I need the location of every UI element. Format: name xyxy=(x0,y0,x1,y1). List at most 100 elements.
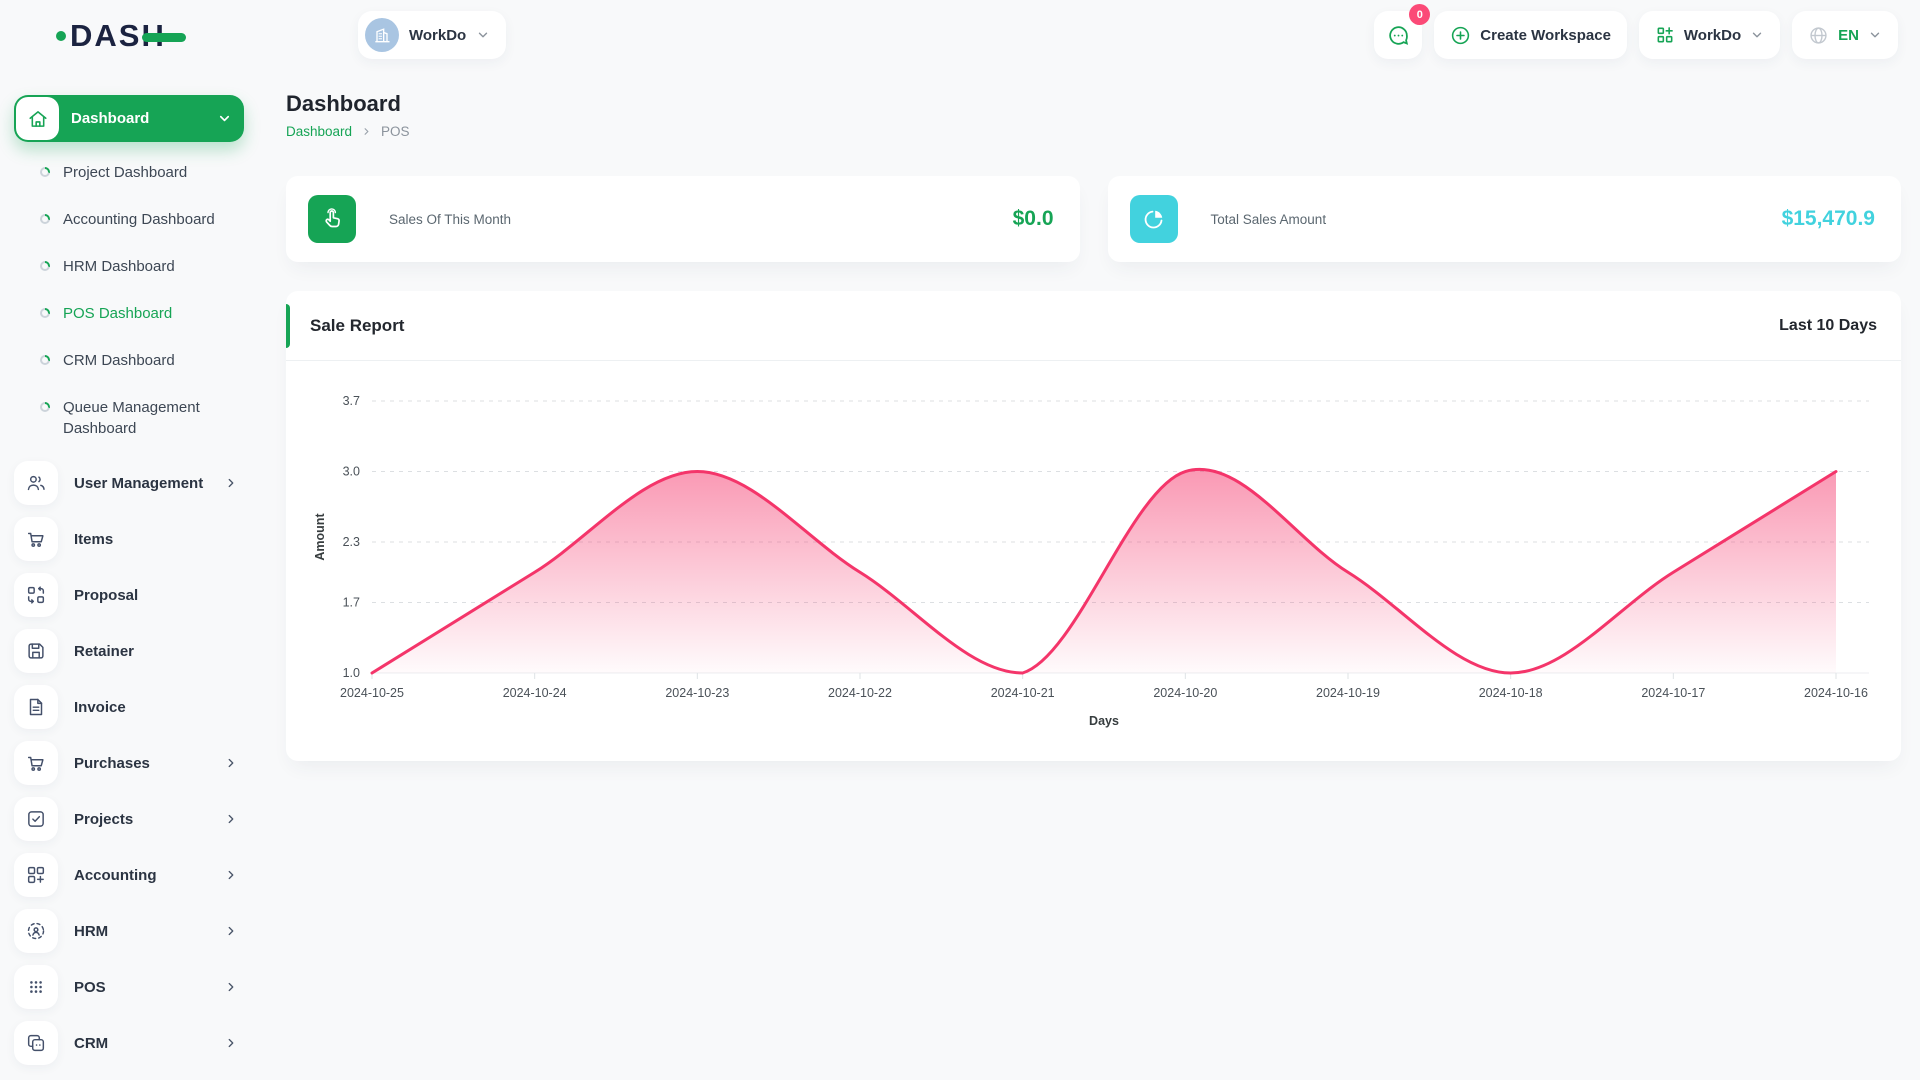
invoice-icon xyxy=(14,685,58,729)
breadcrumb-root-link[interactable]: Dashboard xyxy=(286,124,353,139)
sidebar-subitem-pos-dashboard[interactable]: POS Dashboard xyxy=(0,290,260,337)
sidebar-item-hrm[interactable]: HRM xyxy=(0,903,260,959)
workspace-switcher[interactable]: WorkDo xyxy=(1638,11,1781,59)
x-tick-label: 2024-10-16 xyxy=(1804,686,1868,700)
sale-report-header: Sale Report Last 10 Days xyxy=(286,291,1901,361)
stat-card-total-sales: Total Sales Amount $15,470.9 xyxy=(1107,176,1901,262)
bullet-icon xyxy=(40,214,50,224)
sidebar-subitem-label: HRM Dashboard xyxy=(63,258,175,275)
x-tick-label: 2024-10-17 xyxy=(1641,686,1705,700)
grid-plus-icon xyxy=(1657,27,1673,43)
logo-dot-icon xyxy=(56,31,66,41)
sidebar-item-label: Retainer xyxy=(74,642,135,660)
chevron-down-icon xyxy=(219,115,230,122)
pie-chart-icon xyxy=(1129,195,1178,243)
sale-report-range: Last 10 Days xyxy=(1779,316,1877,334)
y-tick-label: 3.0 xyxy=(343,465,360,479)
sidebar: Dashboard Project Dashboard Accounting Da… xyxy=(0,70,260,1080)
x-tick-label: 2024-10-20 xyxy=(1153,686,1217,700)
language-switcher[interactable]: EN xyxy=(1792,11,1898,59)
plus-circle-icon xyxy=(1452,26,1470,44)
sidebar-subitem-label: CRM Dashboard xyxy=(63,352,175,369)
sidebar-item-user-management[interactable]: User Management xyxy=(0,455,260,511)
series-line xyxy=(370,467,1838,675)
tap-icon xyxy=(308,195,356,243)
create-workspace-label: Create Workspace xyxy=(1480,26,1611,44)
stat-value: $15,470.9 xyxy=(1781,207,1875,230)
sidebar-item-purchases[interactable]: Purchases xyxy=(0,735,260,791)
workspace-switcher-label: WorkDo xyxy=(1683,26,1742,44)
workspace-button[interactable]: WorkDo xyxy=(358,11,507,59)
sidebar-item-label: Items xyxy=(74,530,114,548)
topbar-actions: 0 Create Workspace WorkDo EN xyxy=(1374,4,1898,59)
sidebar-item-label: Invoice xyxy=(74,698,126,716)
sale-report-title: Sale Report xyxy=(310,315,405,335)
messages-button[interactable]: 0 xyxy=(1374,4,1431,59)
sidebar-subitem-project-dashboard[interactable]: Project Dashboard xyxy=(0,149,260,196)
sidebar-subitem-label: POS Dashboard xyxy=(63,305,173,322)
chevron-right-icon xyxy=(228,870,234,880)
chevron-right-icon xyxy=(228,814,234,824)
sidebar-item-label: Proposal xyxy=(74,586,139,604)
sidebar-item-accounting[interactable]: Accounting xyxy=(0,847,260,903)
sidebar-item-pos[interactable]: POS xyxy=(0,959,260,1015)
create-workspace-button[interactable]: Create Workspace xyxy=(1434,11,1627,59)
sidebar-item-items[interactable]: Items xyxy=(0,511,260,567)
sidebar-item-retainer[interactable]: Retainer xyxy=(0,623,260,679)
stat-card-sales-this-month: Sales Of This Month $0.0 xyxy=(286,176,1080,262)
sidebar-item-label: Projects xyxy=(74,810,134,828)
sidebar-subitem-label: Project Dashboard xyxy=(63,164,188,181)
sidebar-item-label: Purchases xyxy=(74,754,150,772)
area-chart[interactable]: 3.7 3.0 2.3 1.7 1.0 2024-10-25 2024-10-24 2024-… xyxy=(308,383,1881,735)
chevron-down-icon xyxy=(1870,32,1880,38)
x-tick-label: 2024-10-25 xyxy=(340,686,404,700)
breadcrumb-current: POS xyxy=(381,124,410,139)
bullet-icon xyxy=(40,355,50,365)
retainer-icon xyxy=(14,629,58,673)
projects-icon xyxy=(14,797,58,841)
stat-label: Sales Of This Month xyxy=(389,211,512,227)
globe-icon xyxy=(1810,26,1827,44)
chevron-right-icon xyxy=(228,982,234,992)
crm-icon xyxy=(14,1021,58,1065)
chevron-right-icon xyxy=(228,758,234,768)
sidebar-subitem-crm-dashboard[interactable]: CRM Dashboard xyxy=(0,337,260,384)
sidebar-item-proposal[interactable]: Proposal xyxy=(0,567,260,623)
sidebar-item-dashboard[interactable]: Dashboard xyxy=(14,95,244,142)
hrm-icon xyxy=(14,909,58,953)
cart-icon xyxy=(14,741,58,785)
chevron-right-icon xyxy=(364,128,369,135)
chevron-right-icon xyxy=(228,926,234,936)
topbar: DASH WorkDo 0 Create Workspac xyxy=(0,0,1920,70)
main-content: Dashboard Dashboard POS Sales Of This Mo… xyxy=(286,70,1901,761)
page-title: Dashboard xyxy=(286,91,401,116)
proposal-icon xyxy=(14,573,58,617)
sidebar-item-label: Dashboard xyxy=(71,110,150,127)
sidebar-item-label: POS xyxy=(74,978,106,996)
x-tick-label: 2024-10-23 xyxy=(665,686,729,700)
cart-icon xyxy=(14,517,58,561)
y-tick-label: 1.0 xyxy=(343,666,360,680)
pos-icon xyxy=(14,965,58,1009)
chevron-down-icon xyxy=(479,32,488,38)
sidebar-subitem-label: Queue Management Dashboard xyxy=(63,399,200,437)
sidebar-item-invoice[interactable]: Invoice xyxy=(0,679,260,735)
sidebar-subitem-queue-management-dashboard[interactable]: Queue Management Dashboard xyxy=(0,384,260,452)
bullet-icon xyxy=(40,261,50,271)
chevron-right-icon xyxy=(228,1038,234,1048)
bullet-icon xyxy=(40,167,50,177)
sidebar-subitem-accounting-dashboard[interactable]: Accounting Dashboard xyxy=(0,196,260,243)
sidebar-item-crm[interactable]: CRM xyxy=(0,1015,260,1071)
sidebar-item-label: CRM xyxy=(74,1034,109,1052)
x-tick-label: 2024-10-24 xyxy=(503,686,567,700)
chat-icon xyxy=(1389,25,1408,45)
y-axis-title: Amount xyxy=(313,513,327,561)
dash-logo: DASH xyxy=(56,16,186,56)
workspace-name: WorkDo xyxy=(409,26,467,44)
sidebar-subitem-hrm-dashboard[interactable]: HRM Dashboard xyxy=(0,243,260,290)
accounting-icon xyxy=(14,853,58,897)
sidebar-item-projects[interactable]: Projects xyxy=(0,791,260,847)
building-icon xyxy=(375,28,390,43)
sidebar-item-label: HRM xyxy=(74,922,109,940)
x-axis-title: Days xyxy=(1089,714,1119,728)
